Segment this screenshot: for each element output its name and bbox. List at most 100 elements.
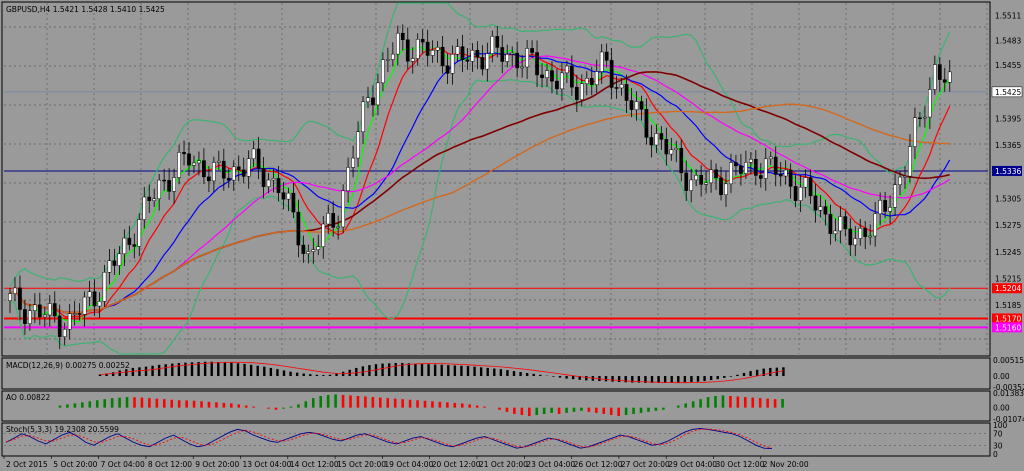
candle-body — [296, 211, 301, 246]
candle-body — [281, 192, 286, 200]
candle-body — [102, 271, 107, 302]
time-tick-label: 21 Oct 20:00 — [479, 460, 528, 469]
ao-window[interactable]: AO 0.00822 — [1, 390, 991, 422]
candle-body — [664, 139, 669, 155]
candle-body — [629, 100, 634, 110]
candle-body — [729, 162, 733, 185]
time-tick-label: 30 Oct 12:00 — [716, 460, 765, 469]
candle-body — [644, 109, 649, 138]
candle-body — [356, 131, 360, 159]
candle-body — [470, 50, 475, 62]
horizontal-levels — [4, 170, 988, 329]
candle-body — [734, 162, 738, 167]
candle-body — [888, 207, 892, 212]
time-tick-label: 29 Oct 04:00 — [668, 460, 717, 469]
candle-body — [545, 70, 549, 78]
candle-body — [266, 179, 271, 187]
macd-tick-label: 0.00515 — [993, 356, 1024, 365]
candle-body — [560, 72, 564, 90]
candle-body — [77, 313, 82, 315]
ao-histogram — [58, 394, 784, 417]
candle-body — [475, 50, 480, 58]
level-price-box — [992, 322, 1022, 333]
candle-body — [331, 213, 336, 228]
price-tick-label: 1.5275 — [995, 221, 1021, 230]
candle-body — [654, 133, 659, 146]
candle-body — [212, 162, 216, 182]
candle-body — [271, 178, 276, 181]
ao-tick-label: -0.01074 — [993, 415, 1024, 424]
candle-body — [57, 315, 62, 337]
candle-body — [773, 156, 778, 175]
candle-body — [286, 192, 291, 200]
candle-body — [97, 301, 102, 307]
candle-body — [744, 162, 748, 174]
macd-window-frame — [1, 357, 991, 390]
macd-axis: 0.00515 0.00 -0.00352 — [993, 356, 1024, 392]
candle-body — [813, 195, 818, 211]
candle-body — [918, 117, 922, 119]
candle-body — [893, 184, 897, 208]
candle-body — [82, 296, 87, 315]
candle-body — [584, 78, 589, 84]
level-price-box — [992, 283, 1022, 294]
candle-body — [694, 175, 699, 181]
candle-body — [530, 48, 534, 53]
candle-body — [947, 71, 952, 83]
candle-body — [311, 249, 316, 252]
candle-body — [192, 162, 196, 166]
candle-body — [659, 133, 664, 140]
candle-body — [246, 158, 251, 177]
candle-body — [326, 213, 331, 225]
candle-body — [868, 235, 873, 238]
candle-body — [202, 160, 206, 178]
candle-body — [689, 179, 694, 191]
candle-body — [753, 159, 758, 176]
candle-body — [679, 148, 684, 174]
candle-body — [52, 303, 57, 317]
candle-body — [231, 166, 236, 181]
time-tick-label: 2 Oct 2015 — [6, 460, 48, 469]
candle-body — [420, 39, 425, 43]
symbol-header: GBPUSD,H4 1.5421 1.5428 1.5410 1.5425 — [6, 5, 165, 14]
candle-body — [793, 186, 798, 201]
ao-axis: 0.01383 0.00 -0.01074 — [993, 389, 1024, 424]
candle-body — [316, 246, 321, 250]
candle-body — [599, 51, 604, 72]
moving-averages — [9, 45, 951, 323]
candle-body — [788, 169, 793, 187]
candle-body — [808, 177, 813, 197]
candle-body — [903, 175, 907, 178]
candle-body — [87, 291, 92, 298]
candle-body — [177, 152, 181, 178]
candle-body — [763, 158, 768, 179]
candle-body — [609, 60, 614, 88]
candle-body — [535, 52, 539, 76]
price-tick-label: 1.5245 — [995, 248, 1021, 257]
candle-body — [251, 148, 256, 160]
candle-body — [749, 159, 753, 163]
candle-body — [152, 198, 157, 201]
candle-body — [425, 41, 430, 56]
candle-body — [649, 137, 654, 146]
candle-body — [112, 260, 117, 266]
time-axis: 2 Oct 2015 5 Oct 20:00 7 Oct 04:00 8 Oct 12… — [3, 456, 809, 469]
macd-window[interactable]: MACD(12,26,9) 0.00275 0.00252 — [1, 357, 991, 390]
macd-signal-line — [99, 361, 784, 384]
price-tick-label: 1.5425 — [995, 88, 1021, 97]
candle-body — [783, 169, 788, 177]
price-tick-label: 1.5215 — [995, 274, 1021, 283]
candle-body — [395, 32, 400, 55]
macd-title: MACD(12,26,9) 0.00275 0.00252 — [6, 361, 130, 370]
stochastic-window[interactable]: Stoch(5,3,3) 19.2308 20.5599 — [1, 422, 991, 457]
price-tick-label: 1.5395 — [995, 115, 1021, 124]
stoch-tick-label: 0 — [993, 450, 998, 459]
candle-body — [579, 83, 584, 100]
time-tick-label: 19 Oct 04:00 — [384, 460, 433, 469]
price-window[interactable]: GBPUSD,H4 1.5421 1.5428 1.5410 1.5425 — [1, 1, 991, 357]
candle-body — [555, 80, 559, 90]
candle-body — [42, 314, 47, 318]
candle-body — [306, 251, 311, 254]
candle-body — [500, 47, 505, 62]
